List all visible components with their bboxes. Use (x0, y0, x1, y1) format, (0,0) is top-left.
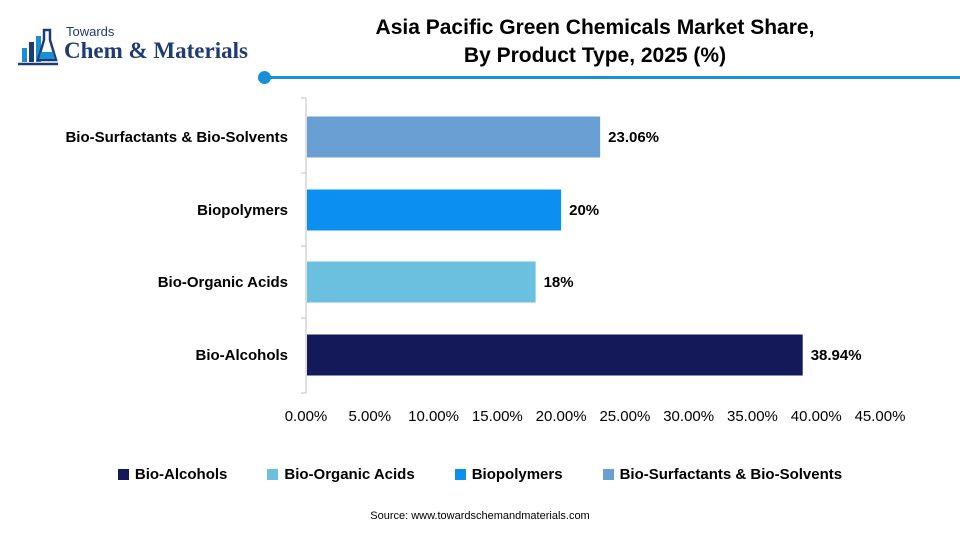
legend-swatch (602, 469, 614, 480)
data-label: 38.94% (811, 347, 862, 364)
bar (307, 189, 562, 231)
header-rule (270, 76, 960, 79)
source-text: Source: www.towardschemandmaterials.com (370, 510, 590, 522)
header-rule-dot (258, 71, 271, 84)
category-label: Bio-Alcohols (196, 347, 289, 364)
x-tick-label: 45.00% (855, 408, 906, 425)
brand-logo: Towards Chem & Materials (14, 18, 254, 68)
x-tick-label: 0.00% (285, 408, 328, 425)
bar (307, 334, 803, 376)
category-label: Bio-Surfactants & Bio-Solvents (65, 129, 288, 146)
legend-item: Bio-Organic Acids (267, 466, 415, 483)
legend-swatch (454, 469, 466, 480)
x-tick-label: 20.00% (536, 408, 587, 425)
legend-swatch (267, 469, 279, 480)
flask-icon (18, 28, 58, 66)
chart-title-line-2: By Product Type, 2025 (%) (463, 44, 727, 67)
x-tick-label: 35.00% (727, 408, 778, 425)
legend-item: Bio-Alcohols (117, 466, 228, 483)
x-tick-label: 15.00% (472, 408, 523, 425)
category-label: Bio-Organic Acids (158, 274, 288, 291)
legend-item: Bio-Surfactants & Bio-Solvents (602, 466, 843, 483)
chart-title-line-1: Asia Pacific Green Chemicals Market Shar… (375, 16, 815, 39)
x-tick-label: 40.00% (791, 408, 842, 425)
chart-legend: Bio-Alcohols Bio-Organic Acids Biopolymers… (0, 466, 960, 483)
legend-swatch (117, 469, 129, 480)
data-label: 20% (569, 202, 599, 219)
bar-chart: Bio-Alcohols 38.94% Bio-Organic Acids 18% Bi… (65, 97, 906, 425)
legend-label: Bio-Alcohols (134, 466, 228, 483)
legend-label: Bio-Surfactants & Bio-Solvents (619, 466, 843, 483)
chart-title: Asia Pacific Green Chemicals Market Shar… (300, 14, 890, 70)
legend-label: Biopolymers (471, 466, 563, 483)
x-tick-label: 25.00% (599, 408, 650, 425)
data-label: 23.06% (608, 129, 659, 146)
x-tick-label: 30.00% (663, 408, 714, 425)
legend-label: Bio-Organic Acids (284, 466, 415, 483)
bar (307, 116, 601, 158)
category-label: Biopolymers (197, 202, 288, 219)
x-tick-label: 10.00% (408, 408, 459, 425)
x-tick-label: 5.00% (349, 408, 392, 425)
bar (307, 261, 536, 303)
brand-top-text: Towards (66, 24, 115, 39)
brand-main-text: Chem & Materials (64, 38, 248, 63)
legend-item: Biopolymers (454, 466, 563, 483)
data-label: 18% (544, 274, 574, 291)
